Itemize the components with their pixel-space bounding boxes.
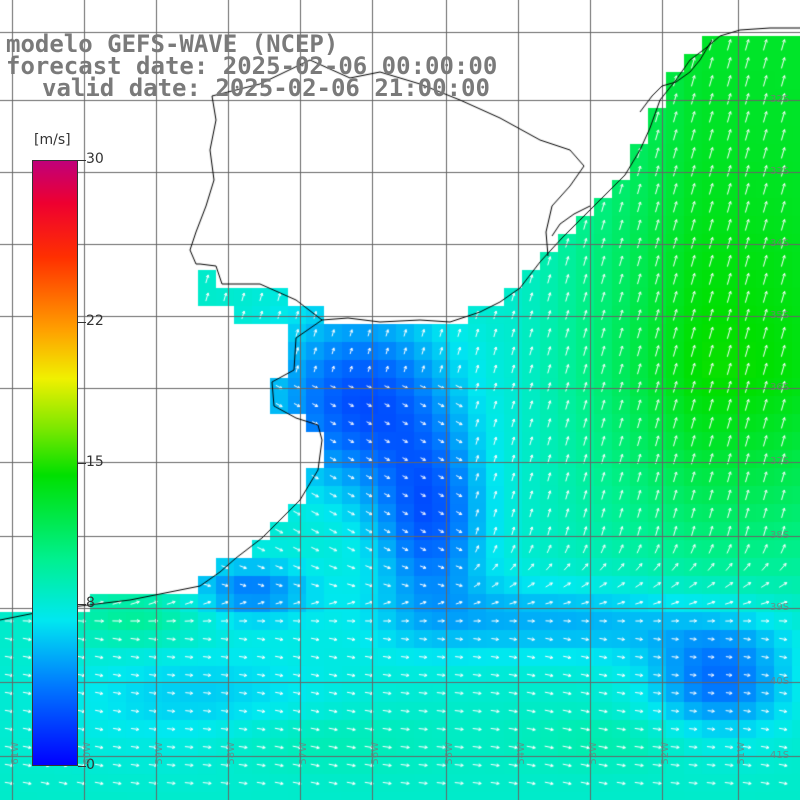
- colorbar-tick-mark: [78, 321, 86, 323]
- longitude-label: 54W: [516, 742, 527, 765]
- colorbar-unit-label: [m/s]: [34, 132, 71, 148]
- colorbar-tick-label: 8: [86, 595, 95, 612]
- latitude-label: 35S: [770, 310, 790, 321]
- longitude-label: 56W: [370, 742, 381, 765]
- longitude-label: 57W: [298, 742, 309, 765]
- colorbar-tick-mark: [78, 160, 86, 161]
- valid-date-title: valid date: 2025-02-06 21:00:00: [42, 74, 490, 102]
- longitude-label: 59W: [154, 742, 165, 765]
- latitude-label: 33S: [770, 166, 790, 177]
- colorbar-tick-mark: [78, 463, 86, 464]
- longitude-label: 60W: [82, 742, 93, 765]
- longitude-label: 55W: [444, 742, 455, 765]
- forecast-date-title: forecast date: 2025-02-06 00:00:00: [6, 52, 498, 80]
- latitude-label: 41S: [770, 750, 790, 761]
- longitude-label: 53W: [588, 742, 599, 765]
- longitude-label: 58W: [226, 742, 237, 765]
- colorbar-tick-label: 30: [86, 151, 104, 167]
- colorbar: [32, 160, 78, 766]
- longitude-label: 61W: [10, 742, 21, 765]
- latitude-label: 39S: [770, 602, 790, 613]
- latitude-label: 32S: [770, 94, 790, 105]
- colorbar-tick-mark: [78, 766, 86, 767]
- colorbar-tick-label: 22: [86, 312, 104, 329]
- latitude-label: 34S: [770, 238, 790, 249]
- latitude-label: 38S: [770, 530, 790, 541]
- longitude-label: 51W: [736, 742, 747, 765]
- colorbar-tick-label: 15: [86, 454, 104, 470]
- latitude-label: 36S: [770, 382, 790, 393]
- latitude-label: 37S: [770, 456, 790, 467]
- colorbar-tick-label: 0: [86, 757, 95, 773]
- latitude-label: 40S: [770, 676, 790, 687]
- longitude-label: 52W: [660, 742, 671, 765]
- model-title: modelo GEFS-WAVE (NCEP): [6, 30, 339, 58]
- colorbar-tick-mark: [78, 604, 86, 606]
